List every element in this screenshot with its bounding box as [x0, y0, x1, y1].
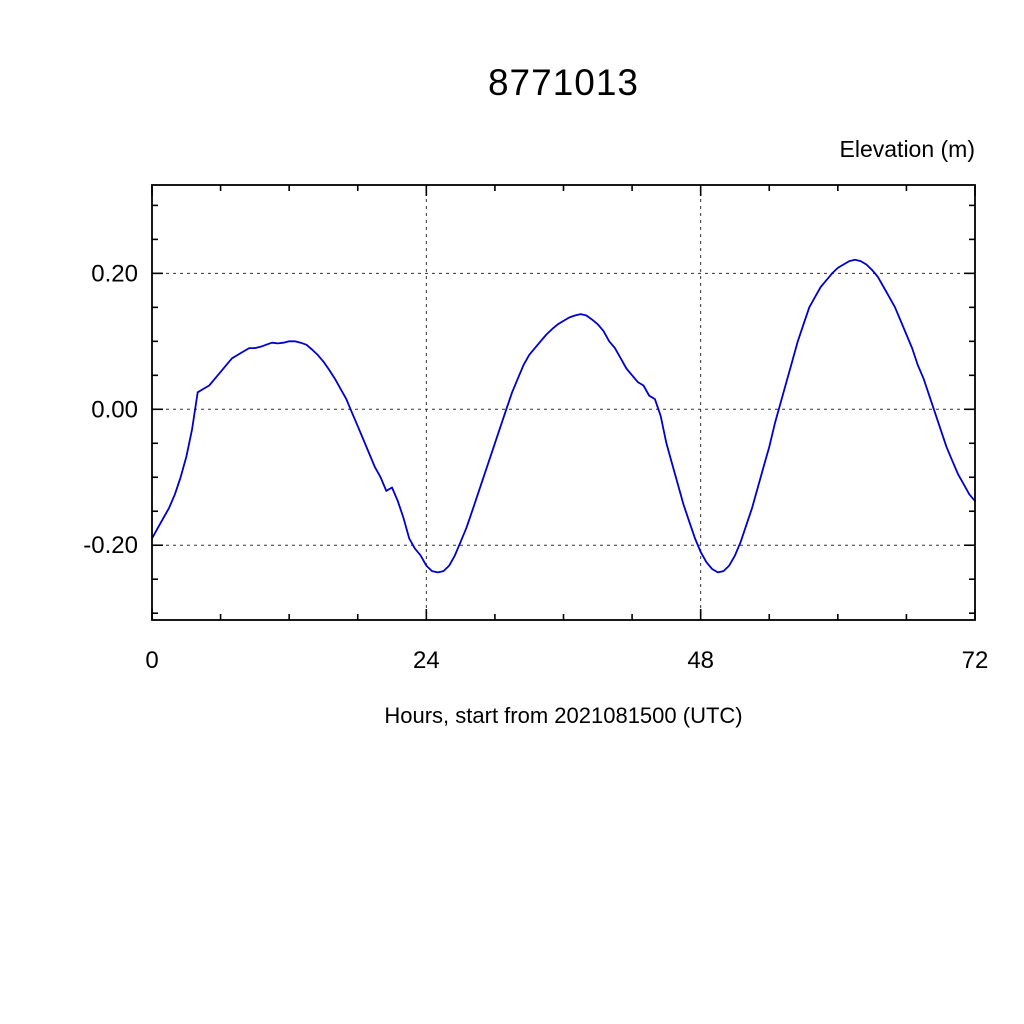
y-tick-label: 0.00 [91, 396, 138, 423]
y-tick-label: 0.20 [91, 260, 138, 287]
x-tick-label: 0 [145, 647, 158, 674]
x-tick-label: 24 [413, 647, 440, 674]
x-tick-label: 72 [962, 647, 989, 674]
page-title: 8771013 [487, 62, 640, 103]
plot-frame [151, 184, 976, 621]
x-axis-label: Hours, start from 2021081500 (UTC) [384, 703, 743, 728]
y-tick-label: -0.20 [83, 532, 138, 559]
y-axis-label: Elevation (m) [839, 136, 975, 162]
elevation-series-line [151, 258, 976, 574]
x-tick-label: 48 [687, 647, 714, 674]
